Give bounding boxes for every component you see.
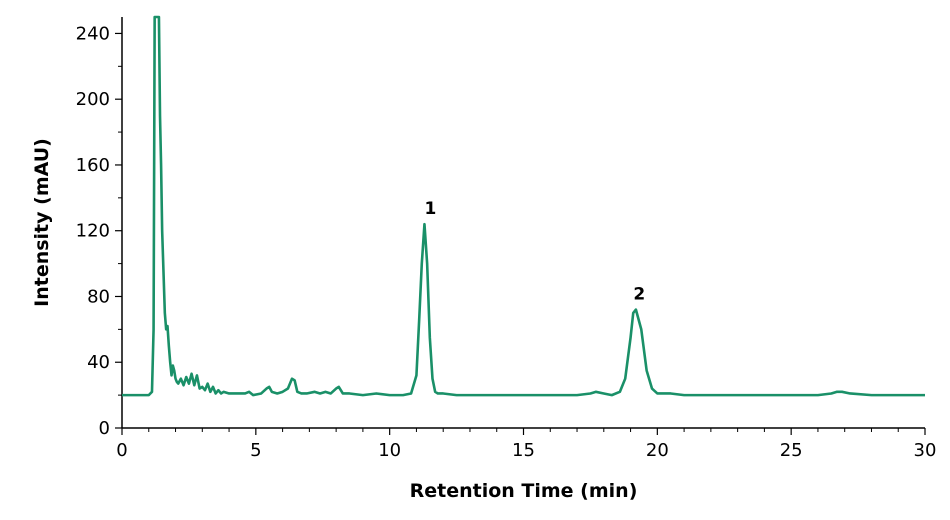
y-tick-label: 160 bbox=[76, 155, 110, 176]
y-tick-label: 200 bbox=[76, 89, 110, 110]
y-tick-label: 0 bbox=[99, 418, 110, 439]
x-axis-title: Retention Time (min) bbox=[410, 480, 638, 502]
x-tick-label: 5 bbox=[250, 440, 261, 461]
y-axis-title: Intensity (mAU) bbox=[31, 138, 53, 307]
y-tick-label: 240 bbox=[76, 23, 110, 44]
x-tick-label: 15 bbox=[512, 440, 535, 461]
x-tick-label: 30 bbox=[914, 440, 937, 461]
y-tick-label: 80 bbox=[87, 286, 110, 307]
peak-label-1: 1 bbox=[425, 199, 437, 219]
x-tick-label: 20 bbox=[646, 440, 669, 461]
y-tick-label: 120 bbox=[76, 221, 110, 242]
ticks-layer: 0 40 80 120 160 200 240 0 5 10 15 20 25 30 bbox=[76, 23, 937, 461]
x-tick-label: 0 bbox=[116, 440, 127, 461]
peak-label-2: 2 bbox=[633, 285, 645, 305]
y-tick-label: 40 bbox=[87, 352, 110, 373]
x-tick-label: 25 bbox=[780, 440, 803, 461]
axes-layer bbox=[121, 17, 925, 429]
labels-layer: 12 bbox=[425, 199, 646, 304]
series-line-1 bbox=[122, 15, 925, 397]
line-layer bbox=[122, 15, 925, 397]
x-tick-label: 10 bbox=[378, 440, 401, 461]
